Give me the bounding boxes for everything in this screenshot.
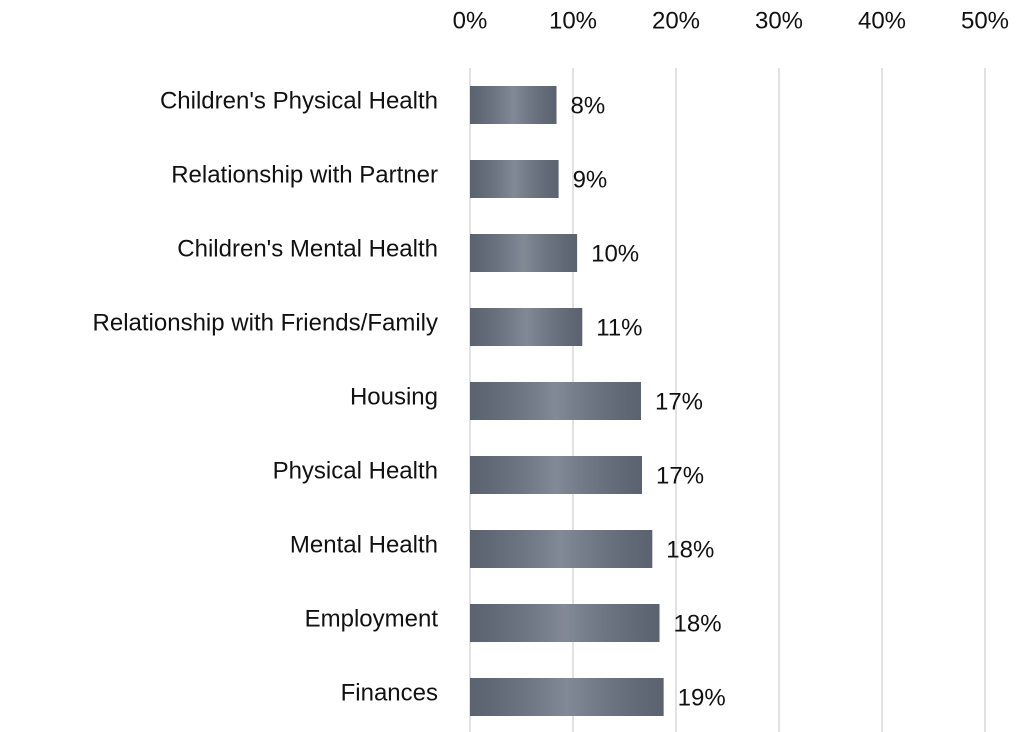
x-tick-label: 10% — [549, 7, 597, 34]
y-tick-label: Relationship with Partner — [171, 161, 438, 188]
data-label: 19% — [678, 684, 726, 711]
y-tick-label: Relationship with Friends/Family — [93, 309, 438, 336]
y-tick-label: Employment — [305, 605, 439, 632]
data-label: 17% — [655, 388, 703, 415]
bar — [470, 604, 660, 642]
y-tick-label: Finances — [341, 679, 438, 706]
x-tick-label: 50% — [961, 7, 1009, 34]
bar — [470, 160, 559, 198]
bar — [470, 86, 557, 124]
x-tick-label: 20% — [652, 7, 700, 34]
y-tick-label: Physical Health — [273, 457, 438, 484]
y-tick-label: Children's Mental Health — [177, 235, 438, 262]
x-tick-label: 30% — [755, 7, 803, 34]
y-tick-label: Children's Physical Health — [160, 87, 438, 114]
y-tick-label: Housing — [350, 383, 438, 410]
bar — [470, 456, 643, 494]
data-label: 17% — [656, 462, 704, 489]
x-tick-label: 0% — [453, 7, 488, 34]
bar — [470, 678, 664, 716]
x-tick-label: 40% — [858, 7, 906, 34]
y-tick-label: Mental Health — [290, 531, 438, 558]
bar — [470, 308, 583, 346]
data-label: 11% — [596, 314, 642, 341]
bar — [470, 234, 578, 272]
data-label: 18% — [674, 610, 722, 637]
bar — [470, 382, 641, 420]
data-label: 8% — [571, 92, 606, 119]
data-label: 18% — [666, 536, 714, 563]
bar — [470, 530, 653, 568]
data-label: 10% — [591, 240, 639, 267]
data-label: 9% — [573, 166, 608, 193]
